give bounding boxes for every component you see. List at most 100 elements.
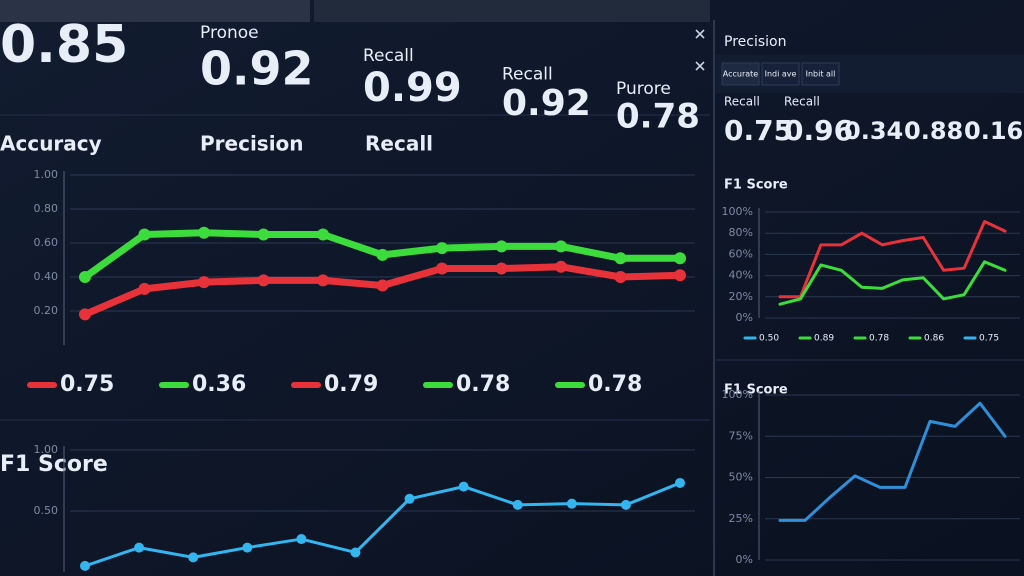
metric-value: 0.99 bbox=[363, 65, 462, 111]
metric-label: Recall bbox=[363, 46, 414, 66]
metric-value: 0.85 bbox=[0, 15, 128, 75]
y-tick-label: 50% bbox=[729, 471, 753, 484]
tab[interactable] bbox=[721, 62, 760, 86]
chart-title: F1 Score bbox=[724, 383, 788, 398]
point bbox=[350, 547, 361, 558]
metric-label: Recall bbox=[502, 64, 553, 84]
point bbox=[242, 542, 253, 553]
metric-value: 0.78 bbox=[616, 97, 700, 137]
tab[interactable] bbox=[801, 62, 840, 86]
y-tick-label: 25% bbox=[729, 512, 753, 525]
legend-label: 0.36 bbox=[192, 372, 246, 397]
point bbox=[138, 282, 151, 295]
y-tick-label: 100% bbox=[722, 388, 753, 401]
point bbox=[458, 481, 469, 492]
y-tick-label: 40% bbox=[729, 269, 753, 282]
y-tick-label: 0% bbox=[736, 553, 753, 566]
point bbox=[566, 498, 577, 509]
metric-label: Purore bbox=[616, 79, 671, 99]
y-tick-label: 0.50 bbox=[34, 504, 59, 517]
legend-label: 0.50 bbox=[759, 334, 779, 344]
point bbox=[198, 276, 210, 289]
chart-title: Recall bbox=[365, 132, 433, 156]
legend-label: 0.75 bbox=[979, 334, 999, 344]
point bbox=[317, 274, 329, 287]
point bbox=[675, 477, 685, 488]
side-metric-value: 0.34 bbox=[844, 117, 903, 145]
point bbox=[138, 228, 151, 241]
chart-title: Precision bbox=[200, 132, 304, 156]
point bbox=[495, 240, 508, 253]
close-button[interactable] bbox=[695, 29, 705, 71]
side-metric-value: 0.96 bbox=[784, 114, 853, 147]
point bbox=[80, 560, 90, 571]
y-tick-label: 0.60 bbox=[34, 236, 59, 249]
series-line bbox=[778, 260, 1007, 306]
point bbox=[188, 552, 199, 563]
y-tick-label: 80% bbox=[729, 226, 753, 239]
y-tick-label: 0.40 bbox=[34, 270, 59, 283]
y-tick-label: 100% bbox=[722, 205, 753, 218]
point bbox=[376, 279, 389, 292]
legend-label: 0.78 bbox=[588, 372, 642, 397]
y-tick-label: 20% bbox=[729, 290, 753, 303]
series-line bbox=[778, 220, 1007, 299]
point bbox=[257, 228, 270, 241]
series-line bbox=[778, 401, 1007, 522]
point bbox=[555, 260, 567, 273]
point bbox=[376, 248, 389, 261]
side-metric-value: 0.88 bbox=[904, 117, 963, 145]
point bbox=[495, 262, 508, 275]
y-tick-label: 1.00 bbox=[34, 168, 59, 181]
point bbox=[620, 499, 631, 510]
y-tick-label: 0.80 bbox=[34, 202, 59, 215]
point bbox=[436, 242, 448, 255]
point bbox=[198, 226, 210, 239]
y-tick-label: 1.00 bbox=[34, 443, 59, 456]
metric-label: Pronoe bbox=[200, 23, 259, 43]
point bbox=[257, 274, 270, 287]
tab-label[interactable]: Inbit all bbox=[806, 70, 836, 79]
point bbox=[436, 262, 448, 275]
y-tick-label: 0.20 bbox=[34, 304, 59, 317]
side-metric-label: Recall bbox=[784, 95, 820, 109]
point bbox=[674, 252, 686, 265]
side-metric-value: 0.75 bbox=[724, 114, 793, 147]
y-tick-label: 0% bbox=[736, 311, 753, 324]
side-title: Precision bbox=[724, 34, 786, 50]
metric-value: 0.92 bbox=[502, 83, 591, 124]
point bbox=[555, 240, 567, 253]
header-bar bbox=[314, 0, 710, 22]
side-metric-label: Recall bbox=[724, 95, 760, 109]
legend-label: 0.89 bbox=[814, 334, 834, 344]
legend-label: 0.75 bbox=[60, 372, 114, 397]
legend-label: 0.86 bbox=[924, 334, 944, 344]
chart-title: F1 Score bbox=[0, 452, 108, 477]
chart-title: F1 Score bbox=[724, 178, 788, 193]
point bbox=[134, 542, 145, 553]
y-tick-label: 60% bbox=[729, 247, 753, 260]
legend-label: 0.78 bbox=[869, 334, 889, 344]
point bbox=[614, 252, 627, 265]
side-metric-value: 0.16 bbox=[964, 117, 1023, 145]
point bbox=[79, 271, 91, 283]
tab[interactable] bbox=[761, 62, 800, 86]
legend-label: 0.79 bbox=[324, 372, 378, 397]
header-bar bbox=[0, 0, 310, 22]
tab-label[interactable]: Indi ave bbox=[765, 70, 797, 79]
point bbox=[512, 499, 523, 510]
point bbox=[404, 493, 415, 504]
point bbox=[296, 534, 307, 545]
point bbox=[674, 269, 686, 282]
point bbox=[79, 308, 91, 321]
series-line bbox=[83, 481, 682, 568]
chart-title: Accuracy bbox=[0, 132, 102, 156]
tab-label[interactable]: Accurate bbox=[723, 70, 759, 79]
legend-label: 0.78 bbox=[456, 372, 510, 397]
point bbox=[317, 228, 329, 241]
point bbox=[614, 271, 627, 283]
metric-value: 0.92 bbox=[200, 42, 314, 96]
